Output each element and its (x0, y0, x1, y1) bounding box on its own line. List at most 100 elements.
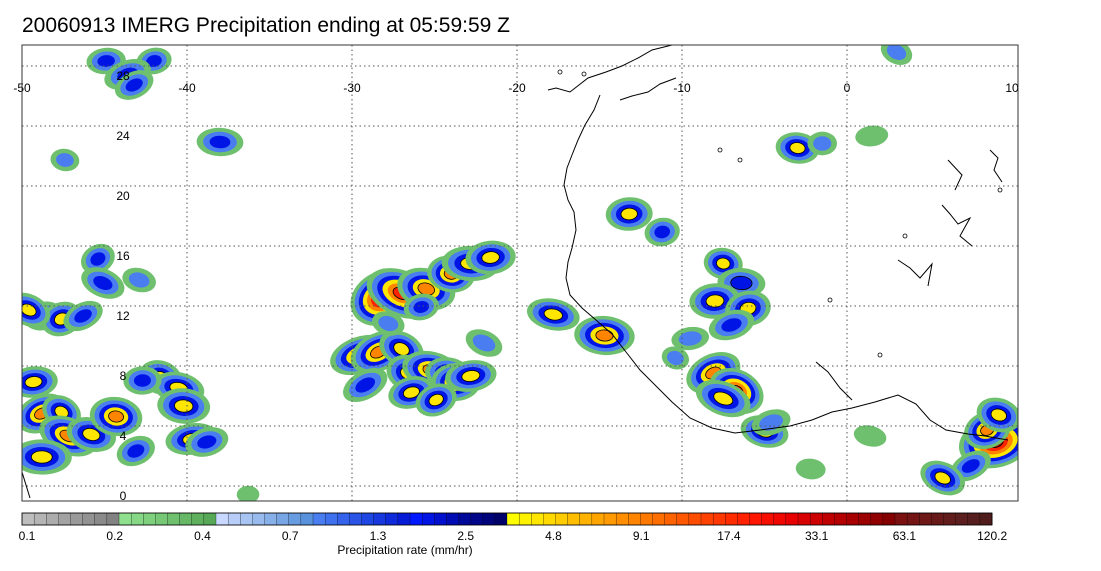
precip-cell (976, 397, 1018, 433)
precip-contour (174, 399, 194, 413)
precip-contour (713, 391, 734, 406)
colorbar-swatch (300, 512, 314, 526)
map-frame (21, 44, 1019, 502)
colorbar-swatch (264, 512, 278, 526)
precip-contour (934, 471, 951, 485)
colorbar-swatch (749, 512, 763, 526)
precip-contour (146, 55, 162, 67)
lon-tick-label: 0 (844, 81, 851, 95)
colorbar-swatch (652, 512, 666, 526)
precip-cell (114, 70, 154, 100)
precip-contour (209, 135, 231, 149)
colorbar-swatch (106, 512, 120, 526)
precip-cell (196, 127, 244, 157)
colorbar-swatch (870, 512, 884, 526)
precip-contour (128, 272, 150, 288)
precip-cell (157, 388, 211, 424)
precip-contour (30, 450, 53, 464)
precip-cell (415, 383, 457, 417)
precip-contour (393, 342, 410, 356)
colorbar-tick-label: 2.5 (457, 529, 474, 543)
colorbar-tick-label: 1.3 (370, 529, 387, 543)
coastline (717, 147, 723, 153)
colorbar-swatch (397, 512, 411, 526)
colorbar-tick-label: 4.8 (545, 529, 562, 543)
colorbar-swatch (324, 512, 338, 526)
precip-contour (378, 315, 399, 332)
colorbar-swatch (21, 512, 35, 526)
colorbar-swatch (931, 512, 944, 526)
precip-cell (343, 367, 388, 403)
colorbar-swatch (167, 512, 181, 526)
colorbar-tick-label: 0.1 (19, 529, 36, 543)
precip-contour (97, 55, 115, 67)
colorbar-swatch (785, 512, 799, 526)
colorbar-swatch (955, 512, 969, 526)
colorbar-swatch (434, 512, 447, 526)
precip-cell (853, 425, 887, 447)
precip-cell (123, 366, 162, 395)
colorbar-swatch (628, 512, 641, 526)
precip-cell (22, 439, 72, 475)
colorbar-swatch (822, 512, 835, 526)
precip-cell (751, 409, 791, 436)
precip-contour (813, 136, 832, 151)
colorbar-swatch (967, 512, 981, 526)
coastline (557, 69, 563, 75)
precip-contour (197, 435, 217, 449)
colorbar-swatch (46, 512, 59, 526)
colorbar-tick-label: 17.4 (717, 529, 741, 543)
coastline (815, 361, 853, 401)
precip-cell (708, 309, 755, 341)
precip-contour (667, 350, 684, 366)
precip-contour (82, 428, 101, 441)
colorbar-swatch (640, 512, 653, 526)
coastline (877, 352, 883, 358)
precip-contour (108, 410, 124, 423)
colorbar-swatch (894, 512, 908, 526)
precip-cell (880, 45, 913, 65)
colorbar-swatch (373, 512, 387, 526)
coastline (827, 297, 833, 303)
colorbar-swatch (531, 512, 544, 526)
coastline (897, 259, 933, 287)
lat-tick-label: 28 (116, 69, 130, 83)
colorbar-tick-label: 0.7 (282, 529, 299, 543)
colorbar-swatch (240, 512, 253, 526)
precip-contour (93, 275, 113, 291)
colorbar-swatch (761, 512, 775, 526)
colorbar-swatch (518, 512, 532, 526)
colorbar-swatch (506, 512, 520, 526)
precip-cell (236, 485, 260, 501)
lon-tick-label: -10 (673, 81, 691, 95)
precip-contour (721, 318, 742, 332)
colorbar-swatch (421, 512, 435, 526)
precip-cell (465, 329, 503, 357)
precip-contour (355, 377, 376, 393)
page-title: 20060913 IMERG Precipitation ending at 0… (22, 14, 510, 37)
colorbar-swatch (409, 512, 423, 526)
lon-tick-label: 10 (1005, 81, 1019, 95)
precip-cell (795, 458, 826, 480)
lat-tick-label: 0 (120, 489, 127, 503)
precip-cell (605, 197, 653, 231)
coastline (989, 149, 1003, 183)
precip-contour (24, 376, 43, 388)
precip-contour (654, 225, 671, 239)
colorbar-swatch (70, 512, 84, 526)
lon-tick-label: -40 (178, 81, 196, 95)
precip-contour (853, 425, 887, 447)
colorbar-swatch (227, 512, 241, 526)
colorbar-swatch (846, 512, 860, 526)
precip-contour (990, 408, 1007, 422)
precip-contour (795, 458, 826, 480)
colorbar-swatch (494, 512, 508, 526)
precip-contour (855, 125, 889, 147)
colorbar-tick-label: 33.1 (805, 529, 829, 543)
colorbar-swatch (312, 512, 326, 526)
colorbar-swatch (882, 512, 896, 526)
colorbar-swatch (252, 512, 265, 526)
precip-contour (413, 301, 430, 313)
precip-contour (716, 257, 731, 270)
